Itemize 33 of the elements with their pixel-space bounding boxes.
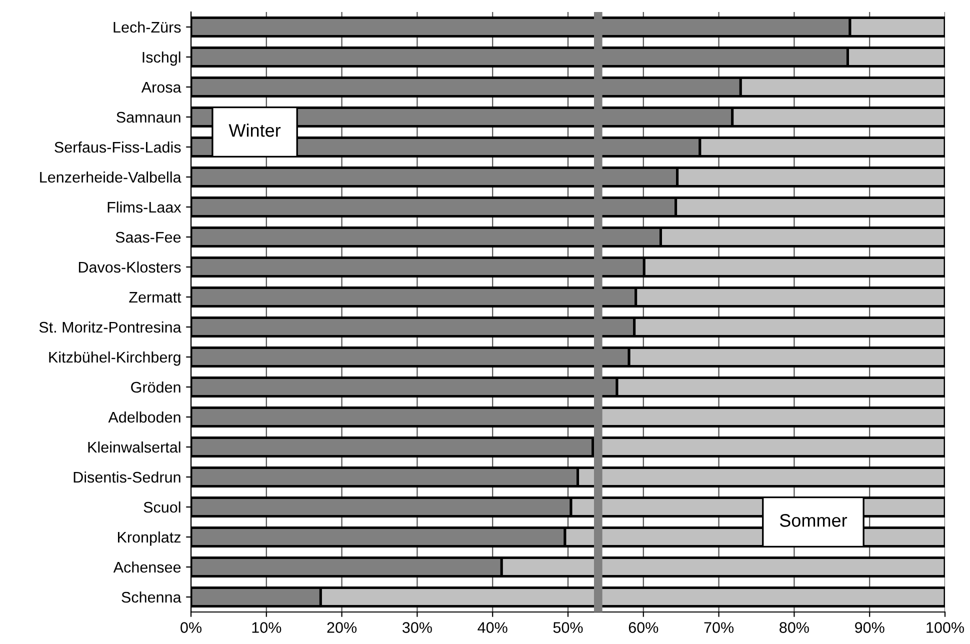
y-tick-label: Zermatt [129,292,182,303]
y-tick-label: Gröden [131,381,180,393]
x-tick-label: 60% [628,622,658,633]
y-tick-label: Lech-Zürs [114,21,181,33]
series-label: Winter [228,124,281,137]
x-tick-label: 0% [180,622,202,633]
y-tick-label: Serfaus-Fiss-Ladis [54,141,181,153]
y-tick-label: Ischgl [142,51,180,66]
y-tick-label: Kronplatz [118,531,181,546]
y-tick-label: Samnaun [116,112,180,123]
y-tick-label: Disentis-Sedrun [74,471,180,483]
y-tick-label: Achensee [113,561,181,573]
y-tick-label: Flims-Laax [108,201,182,213]
series-label: Sommer [780,514,848,527]
y-tick-label: Saas-Fee [116,232,181,243]
y-tick-label: Arosa [141,82,182,93]
x-tick-label: 50% [553,622,583,633]
y-tick-label: Adelboden [108,411,180,423]
x-tick-label: 20% [327,622,357,633]
x-tick-label: 30% [402,622,432,633]
y-tick-label: Davos-Klosters [78,261,181,273]
y-tick-label: Kleinwalsertal [88,441,180,453]
x-tick-label: 40% [478,622,508,633]
y-tick-label: Scuol [144,501,180,513]
y-tick-label: Schenna [122,591,182,603]
x-tick-label: 70% [704,622,734,633]
x-tick-label: 100% [926,622,964,633]
x-tick-label: 90% [855,622,884,633]
x-tick-label: 10% [252,622,282,633]
y-tick-label: Kitzbühel-Kirchberg [49,351,180,366]
y-tick-label: Lenzerheide-Valbella [40,171,182,183]
x-tick-label: 80% [780,622,809,633]
y-tick-label: St. Moritz-Pontresina [39,321,182,333]
